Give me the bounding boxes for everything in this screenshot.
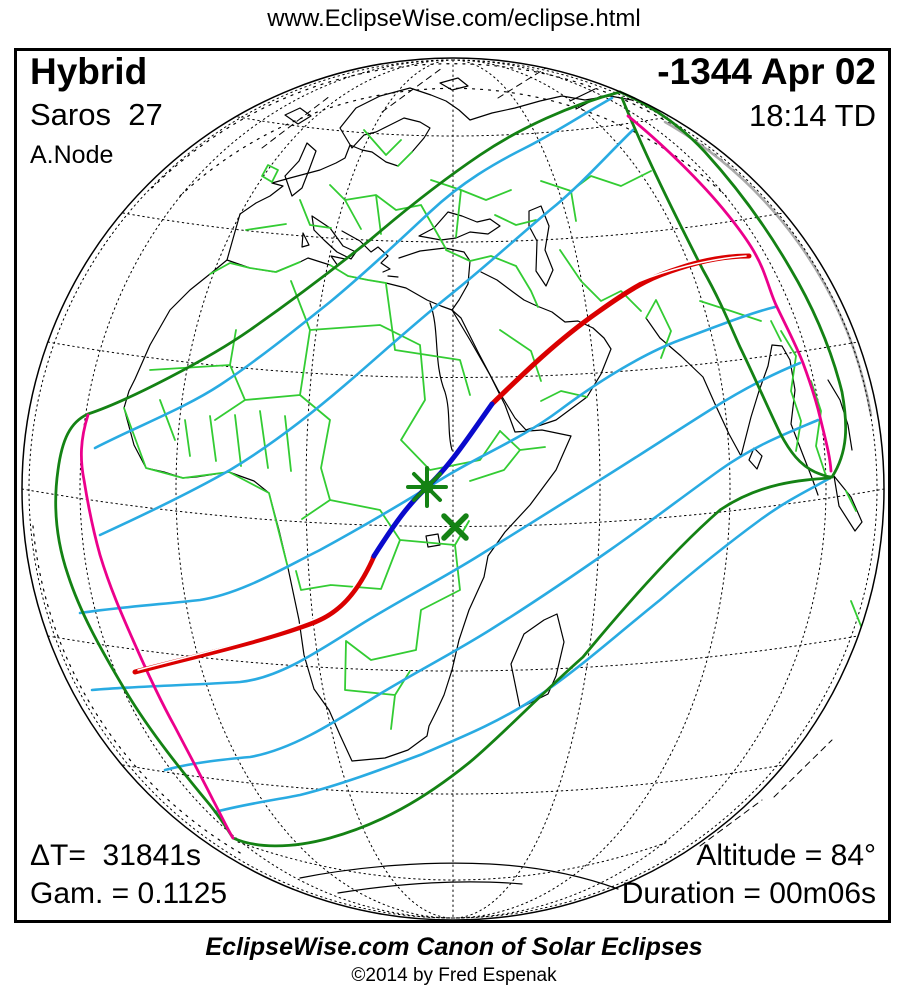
central-path-inner-white [137, 255, 747, 671]
map-frame [14, 48, 891, 923]
gamma-label: Gam. = 0.1125 [30, 877, 228, 910]
delta-t-label: ΔT= 31841s [30, 839, 201, 872]
limb-hatch-arcs [32, 63, 754, 855]
globe-outline [21, 57, 885, 921]
eclipse-type-label: Hybrid [30, 51, 148, 92]
duration-label: Duration = 00m06s [621, 877, 876, 910]
source-url-text: www.EclipseWise.com/eclipse.html [267, 5, 641, 32]
central-path-annular [132, 253, 752, 675]
country-borders [123, 129, 862, 730]
saros-label: Saros 27 [30, 97, 163, 132]
footer-copyright: ©2014 by Fred Espenak [351, 965, 557, 986]
greatest-eclipse-dot [420, 480, 434, 494]
penumbral-limits [54, 90, 848, 848]
altitude-label: Altitude = 84° [696, 839, 876, 872]
graticule-meridians [28, 59, 878, 919]
node-label: A.Node [30, 141, 114, 169]
subsolar-marker [441, 513, 469, 541]
footer-title: EclipseWise.com Canon of Solar Eclipses [205, 933, 703, 961]
eclipse-time-label: 18:14 TD [749, 98, 876, 133]
eclipse-date-label: -1344 Apr 02 [657, 51, 876, 92]
pole-dashes [261, 67, 833, 847]
sunrise-sunset-curves [79, 114, 833, 840]
